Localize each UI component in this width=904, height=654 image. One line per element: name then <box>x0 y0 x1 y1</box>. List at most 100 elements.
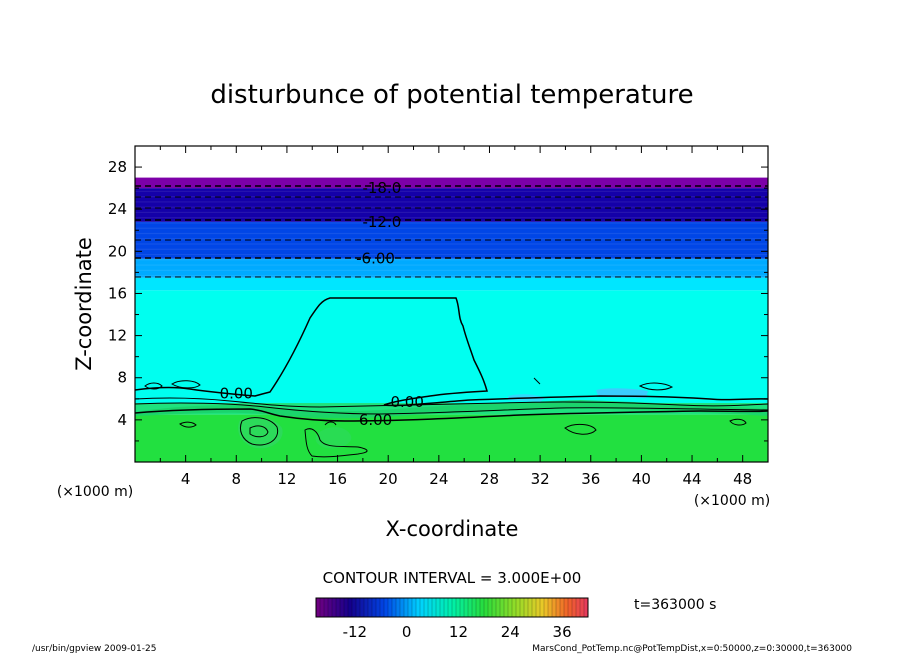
colorbar-cell <box>548 598 553 617</box>
colorbar-cell <box>520 598 525 617</box>
contour-label: 0.00 <box>220 385 253 403</box>
contour-label: -6.00 <box>356 250 395 268</box>
colorbar-cell <box>552 598 557 617</box>
contour-label: 0.00 <box>390 393 423 411</box>
field-stripe <box>135 269 768 271</box>
y-axis-title: Z-coordinate <box>72 237 96 371</box>
colorbar-cell <box>428 598 433 617</box>
y-tick-label: 20 <box>108 242 127 260</box>
x-tick-label: 28 <box>480 470 499 488</box>
colorbar-cell <box>468 598 473 617</box>
colorbar-cell <box>452 598 457 617</box>
colorbar-tick-label: 0 <box>402 623 412 641</box>
field-stripe <box>135 275 768 277</box>
colorbar-cell <box>540 598 545 617</box>
colorbar-cell <box>500 598 505 617</box>
time-label: t=363000 s <box>634 597 716 613</box>
y-tick-label: 4 <box>117 411 127 429</box>
colorbar-cell <box>448 598 453 617</box>
colorbar-cell <box>388 598 393 617</box>
x-tick-label: 20 <box>379 470 398 488</box>
field-stripe <box>135 259 768 261</box>
colorbar-cell <box>436 598 441 617</box>
chart-title: disturbunce of potential temperature <box>210 80 693 110</box>
contour-interval: CONTOUR INTERVAL = 3.000E+00 <box>323 569 582 587</box>
field-stripe <box>135 217 768 219</box>
colorbar-cell <box>456 598 461 617</box>
colorbar-cell <box>484 598 489 617</box>
x-unit-label: (×1000 m) <box>694 493 770 509</box>
field-band-4 <box>135 258 768 278</box>
colorbar-tick-label: 36 <box>553 623 572 641</box>
colorbar-tick-label: -12 <box>343 623 368 641</box>
colorbar-cell <box>332 598 337 617</box>
x-tick-label: 24 <box>429 470 448 488</box>
field-stripe <box>135 253 768 256</box>
colorbar-cell <box>512 598 517 617</box>
colorbar-cell <box>576 598 581 617</box>
x-tick-label: 44 <box>682 470 701 488</box>
colorbar-cell <box>496 598 501 617</box>
colorbar-cell <box>316 598 321 617</box>
colorbar-ticks: -12 0 12 24 36 <box>343 623 572 641</box>
colorbar-cell <box>384 598 389 617</box>
plot-frame <box>134 145 769 463</box>
contour-label: -18.0 <box>362 179 401 197</box>
colorbar-cell <box>528 598 533 617</box>
colorbar-tick-label: 24 <box>501 623 520 641</box>
field-band-0 <box>135 414 768 462</box>
colorbar-cell <box>344 598 349 617</box>
footer-left: /usr/bin/gpview 2009-01-25 <box>32 644 156 654</box>
colorbar-cell <box>424 598 429 617</box>
colorbar-cell <box>460 598 465 617</box>
colorbar-cell <box>508 598 513 617</box>
y-tick-label: 28 <box>108 158 127 176</box>
colorbar-cell <box>380 598 385 617</box>
colorbar-cell <box>480 598 485 617</box>
field-stripe <box>135 190 768 192</box>
x-axis-title: X-coordinate <box>386 517 519 541</box>
colorbar-cell <box>360 598 365 617</box>
colorbar-cell <box>320 598 325 617</box>
colorbar-cell <box>444 598 449 617</box>
x-tick-label: 8 <box>232 470 242 488</box>
field-band-6 <box>135 188 768 222</box>
colorbar-cell <box>536 598 541 617</box>
field-stripe <box>135 232 768 235</box>
field-stripe <box>135 227 768 229</box>
colorbar-cell <box>472 598 477 617</box>
contour-lines <box>135 185 768 458</box>
colorbar-cell <box>544 598 549 617</box>
colorbar-cell <box>572 598 577 617</box>
colorbar-cell <box>564 598 569 617</box>
y-tick-label: 16 <box>108 284 127 302</box>
colorbar-cell <box>568 598 573 617</box>
colorbar-cell <box>504 598 509 617</box>
field-stripe <box>135 206 768 208</box>
field-band-3 <box>135 277 768 291</box>
colorbar-cell <box>356 598 361 617</box>
colorbar-cell <box>364 598 369 617</box>
contour-label: 6.00 <box>359 411 392 429</box>
colorbar-tick-label: 12 <box>449 623 468 641</box>
colorbar-cell <box>392 598 397 617</box>
y-tick-label: 8 <box>117 369 127 387</box>
field-stripe <box>135 201 768 203</box>
field-stripe <box>135 264 768 266</box>
colorbar-cell <box>404 598 409 617</box>
colorbar-cell <box>524 598 529 617</box>
x-tick-label: 32 <box>531 470 550 488</box>
colorbar-cell <box>336 598 341 617</box>
contour-label: -12.0 <box>362 213 401 231</box>
colorbar-cell <box>352 598 357 617</box>
colorbar-cell <box>408 598 413 617</box>
y-unit-label: (×1000 m) <box>57 484 133 500</box>
colorbar-cell <box>532 598 537 617</box>
colorbar-cell <box>488 598 493 617</box>
colorbar-cell <box>420 598 425 617</box>
colorbar-cell <box>556 598 561 617</box>
x-tick-label: 4 <box>181 470 191 488</box>
x-tick-label: 16 <box>328 470 347 488</box>
field-stripe <box>135 196 768 198</box>
